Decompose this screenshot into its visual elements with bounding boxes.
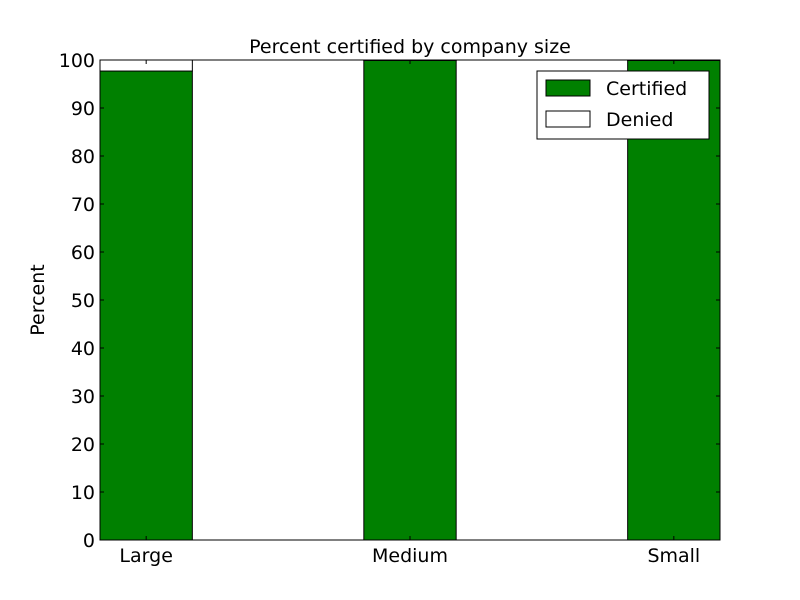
y-tick-label-80: 80 xyxy=(71,146,95,168)
bar-certified-small xyxy=(627,59,721,541)
y-axis-label: Percent xyxy=(27,264,49,336)
y-tick-label-30: 30 xyxy=(71,386,95,408)
legend-swatch-certified xyxy=(545,79,591,97)
y-tick-label-10: 10 xyxy=(71,482,95,504)
y-tick-label-20: 20 xyxy=(71,434,95,456)
x-tick-label-medium: Medium xyxy=(372,545,448,567)
y-tick-label-60: 60 xyxy=(71,242,95,264)
plot-frame xyxy=(99,59,721,541)
y-tick-label-40: 40 xyxy=(71,338,95,360)
ticks-layer: Large Medium Small 0 10 20 30 40 50 60 70 80 90 100 xyxy=(59,50,720,567)
legend-swatch-denied xyxy=(545,110,591,128)
x-tick-label-small: Small xyxy=(647,545,700,567)
legend-label-denied: Denied xyxy=(606,109,673,131)
legend: Certified Denied xyxy=(536,70,710,140)
bar-certified-medium xyxy=(363,59,457,541)
bar-certified-large xyxy=(99,70,193,541)
x-tick-label-large: Large xyxy=(119,545,172,567)
y-tick-label-90: 90 xyxy=(71,98,95,120)
legend-label-certified: Certified xyxy=(606,78,687,100)
bars-layer xyxy=(99,59,721,541)
y-tick-label-0: 0 xyxy=(83,530,95,552)
y-tick-label-50: 50 xyxy=(71,290,95,312)
chart-title: Percent certified by company size xyxy=(249,36,571,58)
y-tick-label-70: 70 xyxy=(71,194,95,216)
y-tick-label-100: 100 xyxy=(59,50,95,72)
